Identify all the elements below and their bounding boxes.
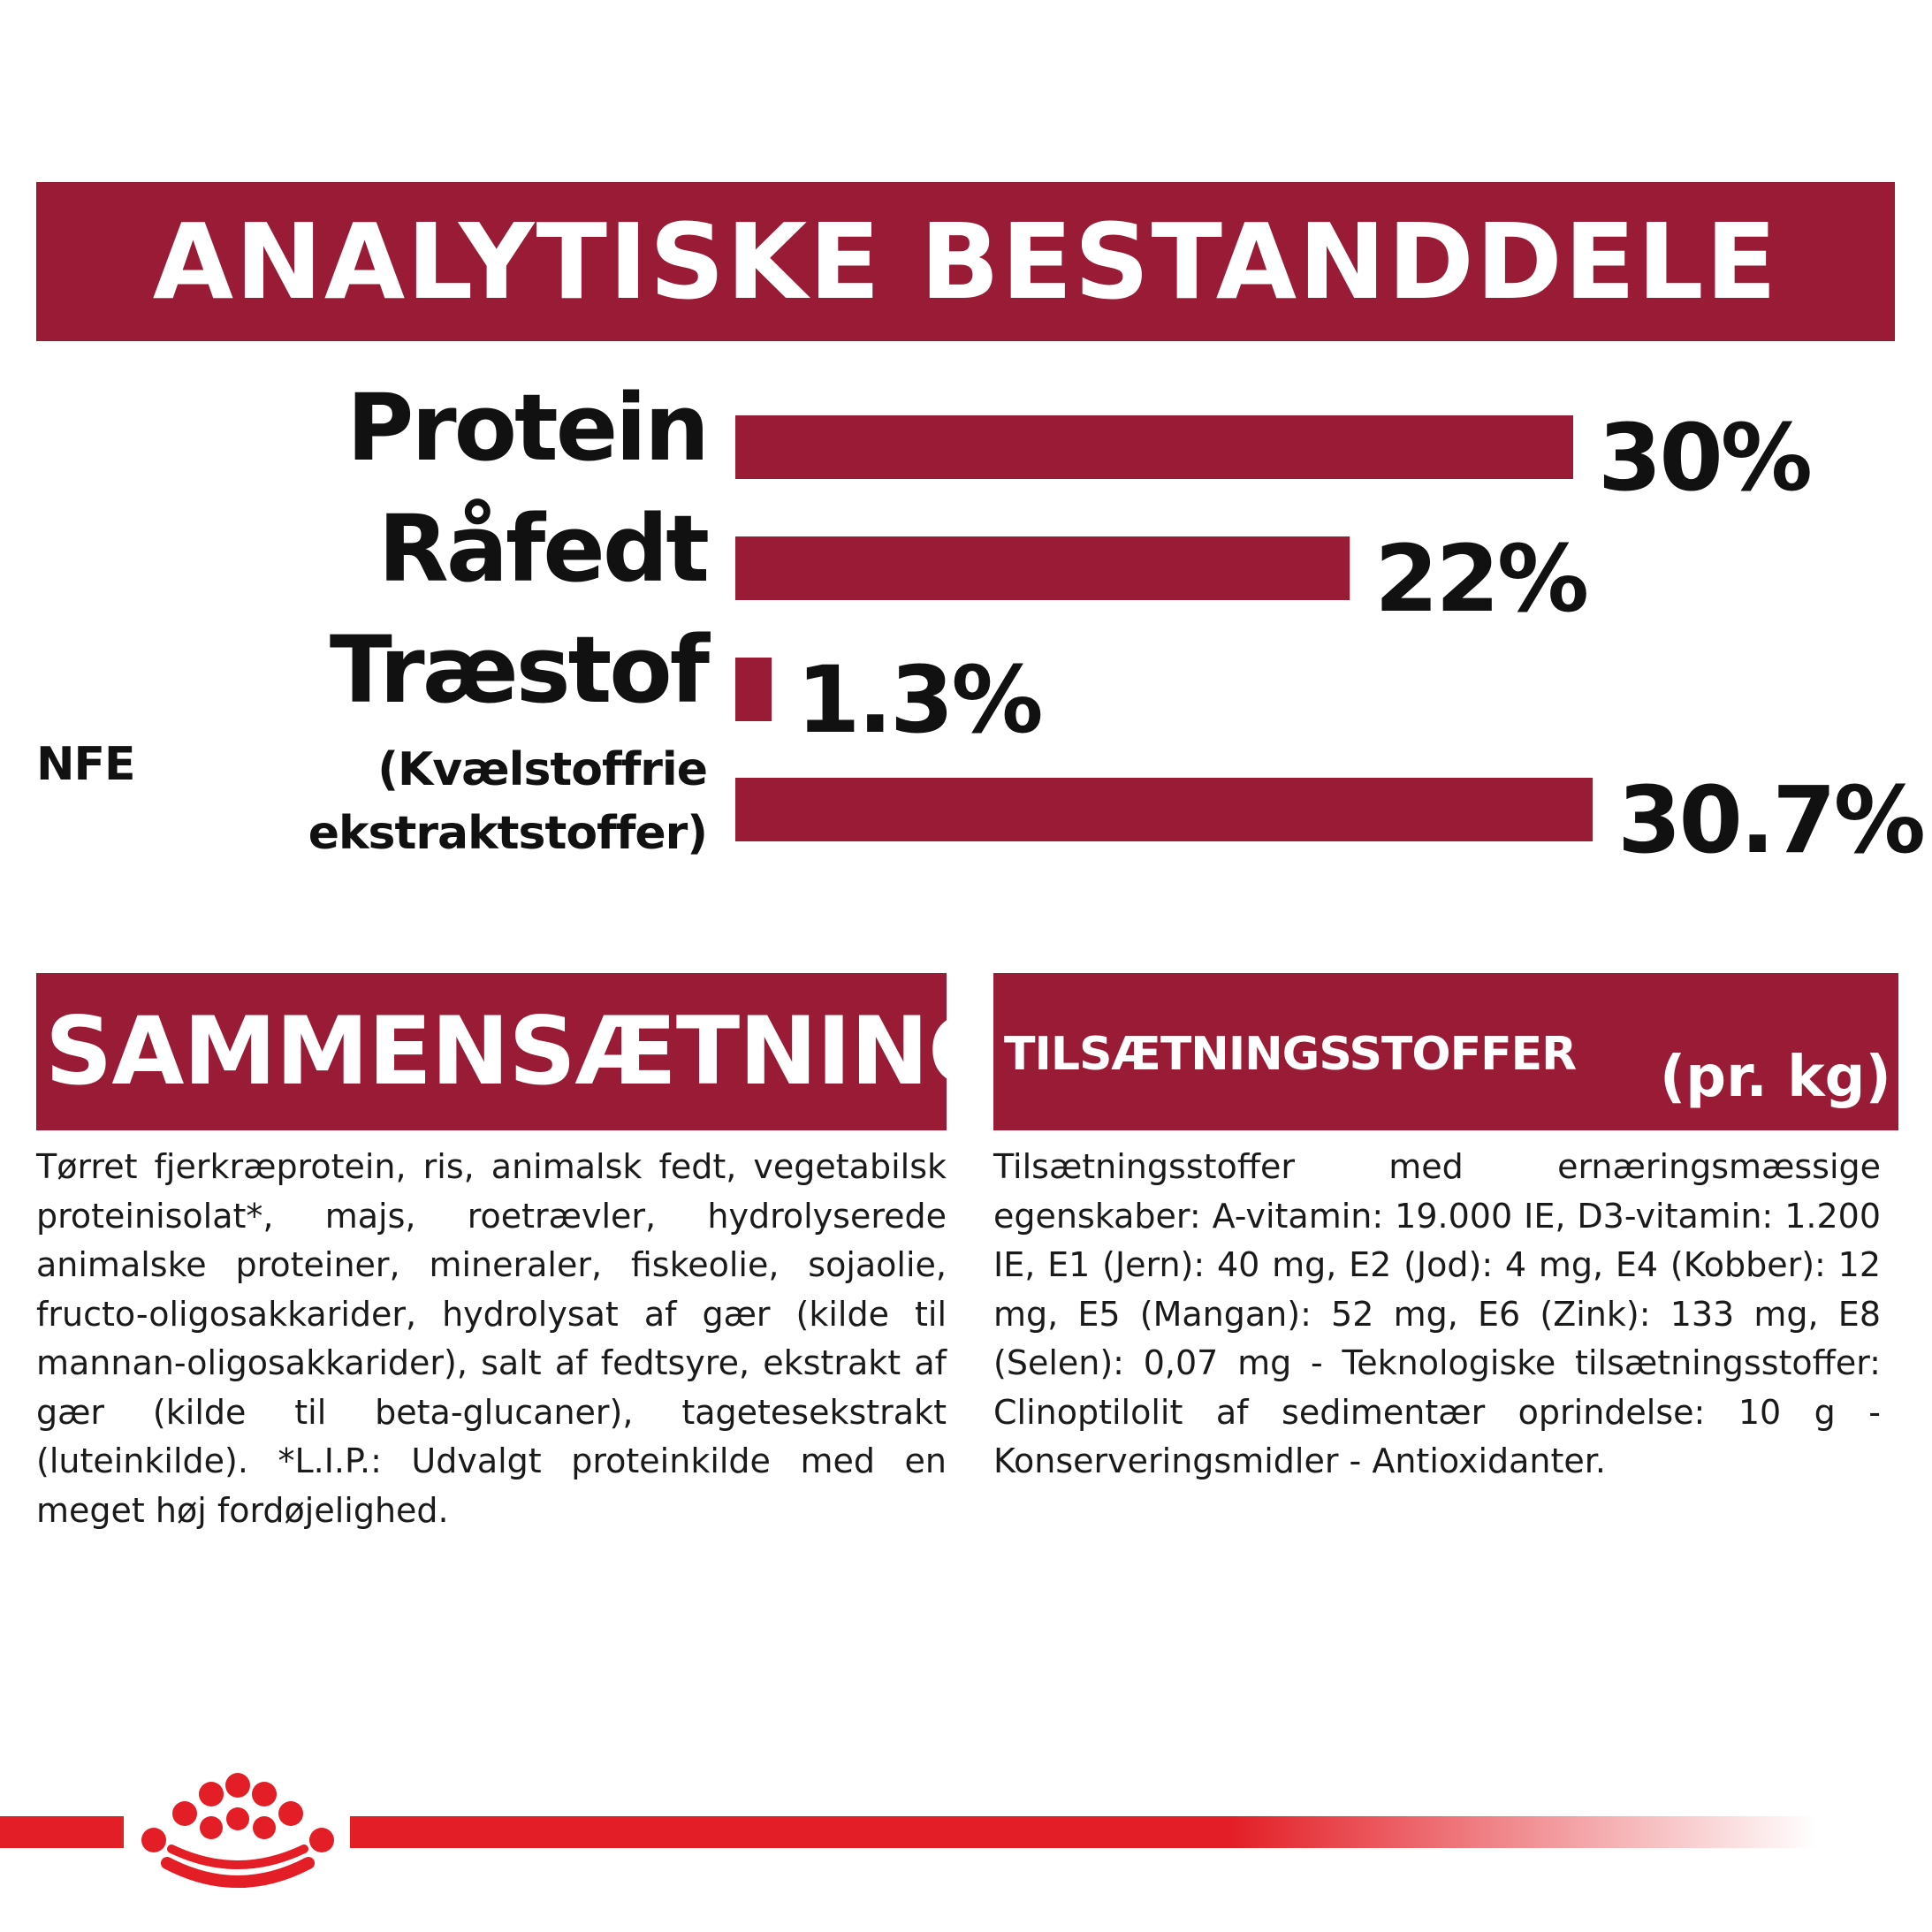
value-label-3: 30.7% — [1617, 766, 1923, 874]
additives-unit: (pr. kg) — [1660, 1045, 1891, 1110]
footer-line-right — [350, 1816, 1817, 1848]
bar-0 — [735, 415, 1573, 479]
additives-text: Tilsætningsstoffer med ernæringsmæssige … — [993, 1147, 1881, 1480]
bar-1 — [735, 536, 1350, 600]
nfe-abbreviation: NFE — [36, 738, 135, 791]
additives-banner: TILSÆTNINGSSTOFFER (pr. kg) — [993, 973, 1898, 1130]
category-label-1: Råfedt — [378, 495, 708, 603]
analytics-bar-chart: 30% Protein 22% Råfedt 1.3% Træstof 30.7% (Kvæl… — [36, 374, 1926, 874]
value-label-1: 22% — [1374, 525, 1586, 633]
crown-icon — [141, 1773, 334, 1888]
bar-2 — [735, 658, 772, 721]
value-label-0: 30% — [1598, 404, 1810, 512]
analytics-banner: ANALYTISKE BESTANDDELE — [36, 182, 1895, 341]
category-label-3-line-1: (Kvælstoffrie — [377, 743, 707, 796]
value-label-2: 1.3% — [796, 646, 1040, 754]
footer-line-left — [0, 1816, 124, 1848]
category-label-3-line-2: ekstraktstoffer) — [308, 807, 707, 860]
composition-text: Tørret fjerkræprotein, ris, animalsk fed… — [36, 1147, 947, 1530]
additives-title: TILSÆTNINGSSTOFFER — [1004, 1028, 1577, 1081]
category-label-2: Træstof — [330, 616, 711, 724]
bar-3 — [735, 778, 1594, 841]
category-label-0: Protein — [346, 374, 707, 482]
composition-banner: SAMMENSÆTNING — [36, 973, 1005, 1130]
